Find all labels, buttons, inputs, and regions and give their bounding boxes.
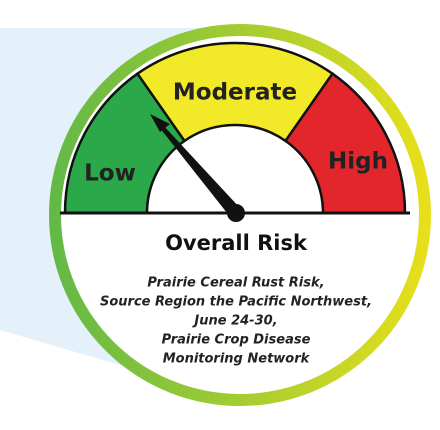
label-low: Low xyxy=(84,161,136,187)
gauge-moderate xyxy=(135,41,335,143)
needle-hub xyxy=(227,204,245,222)
gauge-title: Overall Risk xyxy=(165,231,308,255)
caption-line: Prairie Cereal Rust Risk, xyxy=(147,276,324,291)
gauge-low xyxy=(63,71,187,215)
caption-line: June 24-30, xyxy=(191,314,277,329)
label-moderate: Moderate xyxy=(173,80,297,106)
gauge xyxy=(60,41,410,215)
needle-tip xyxy=(150,114,170,132)
caption-line: Prairie Crop Disease xyxy=(162,333,311,348)
gauge-high xyxy=(283,71,407,215)
needle xyxy=(152,118,240,218)
label-high: High xyxy=(328,149,388,175)
caption-line: Source Region the Pacific Northwest, xyxy=(100,295,372,310)
caption-line: Monitoring Network xyxy=(163,352,311,367)
